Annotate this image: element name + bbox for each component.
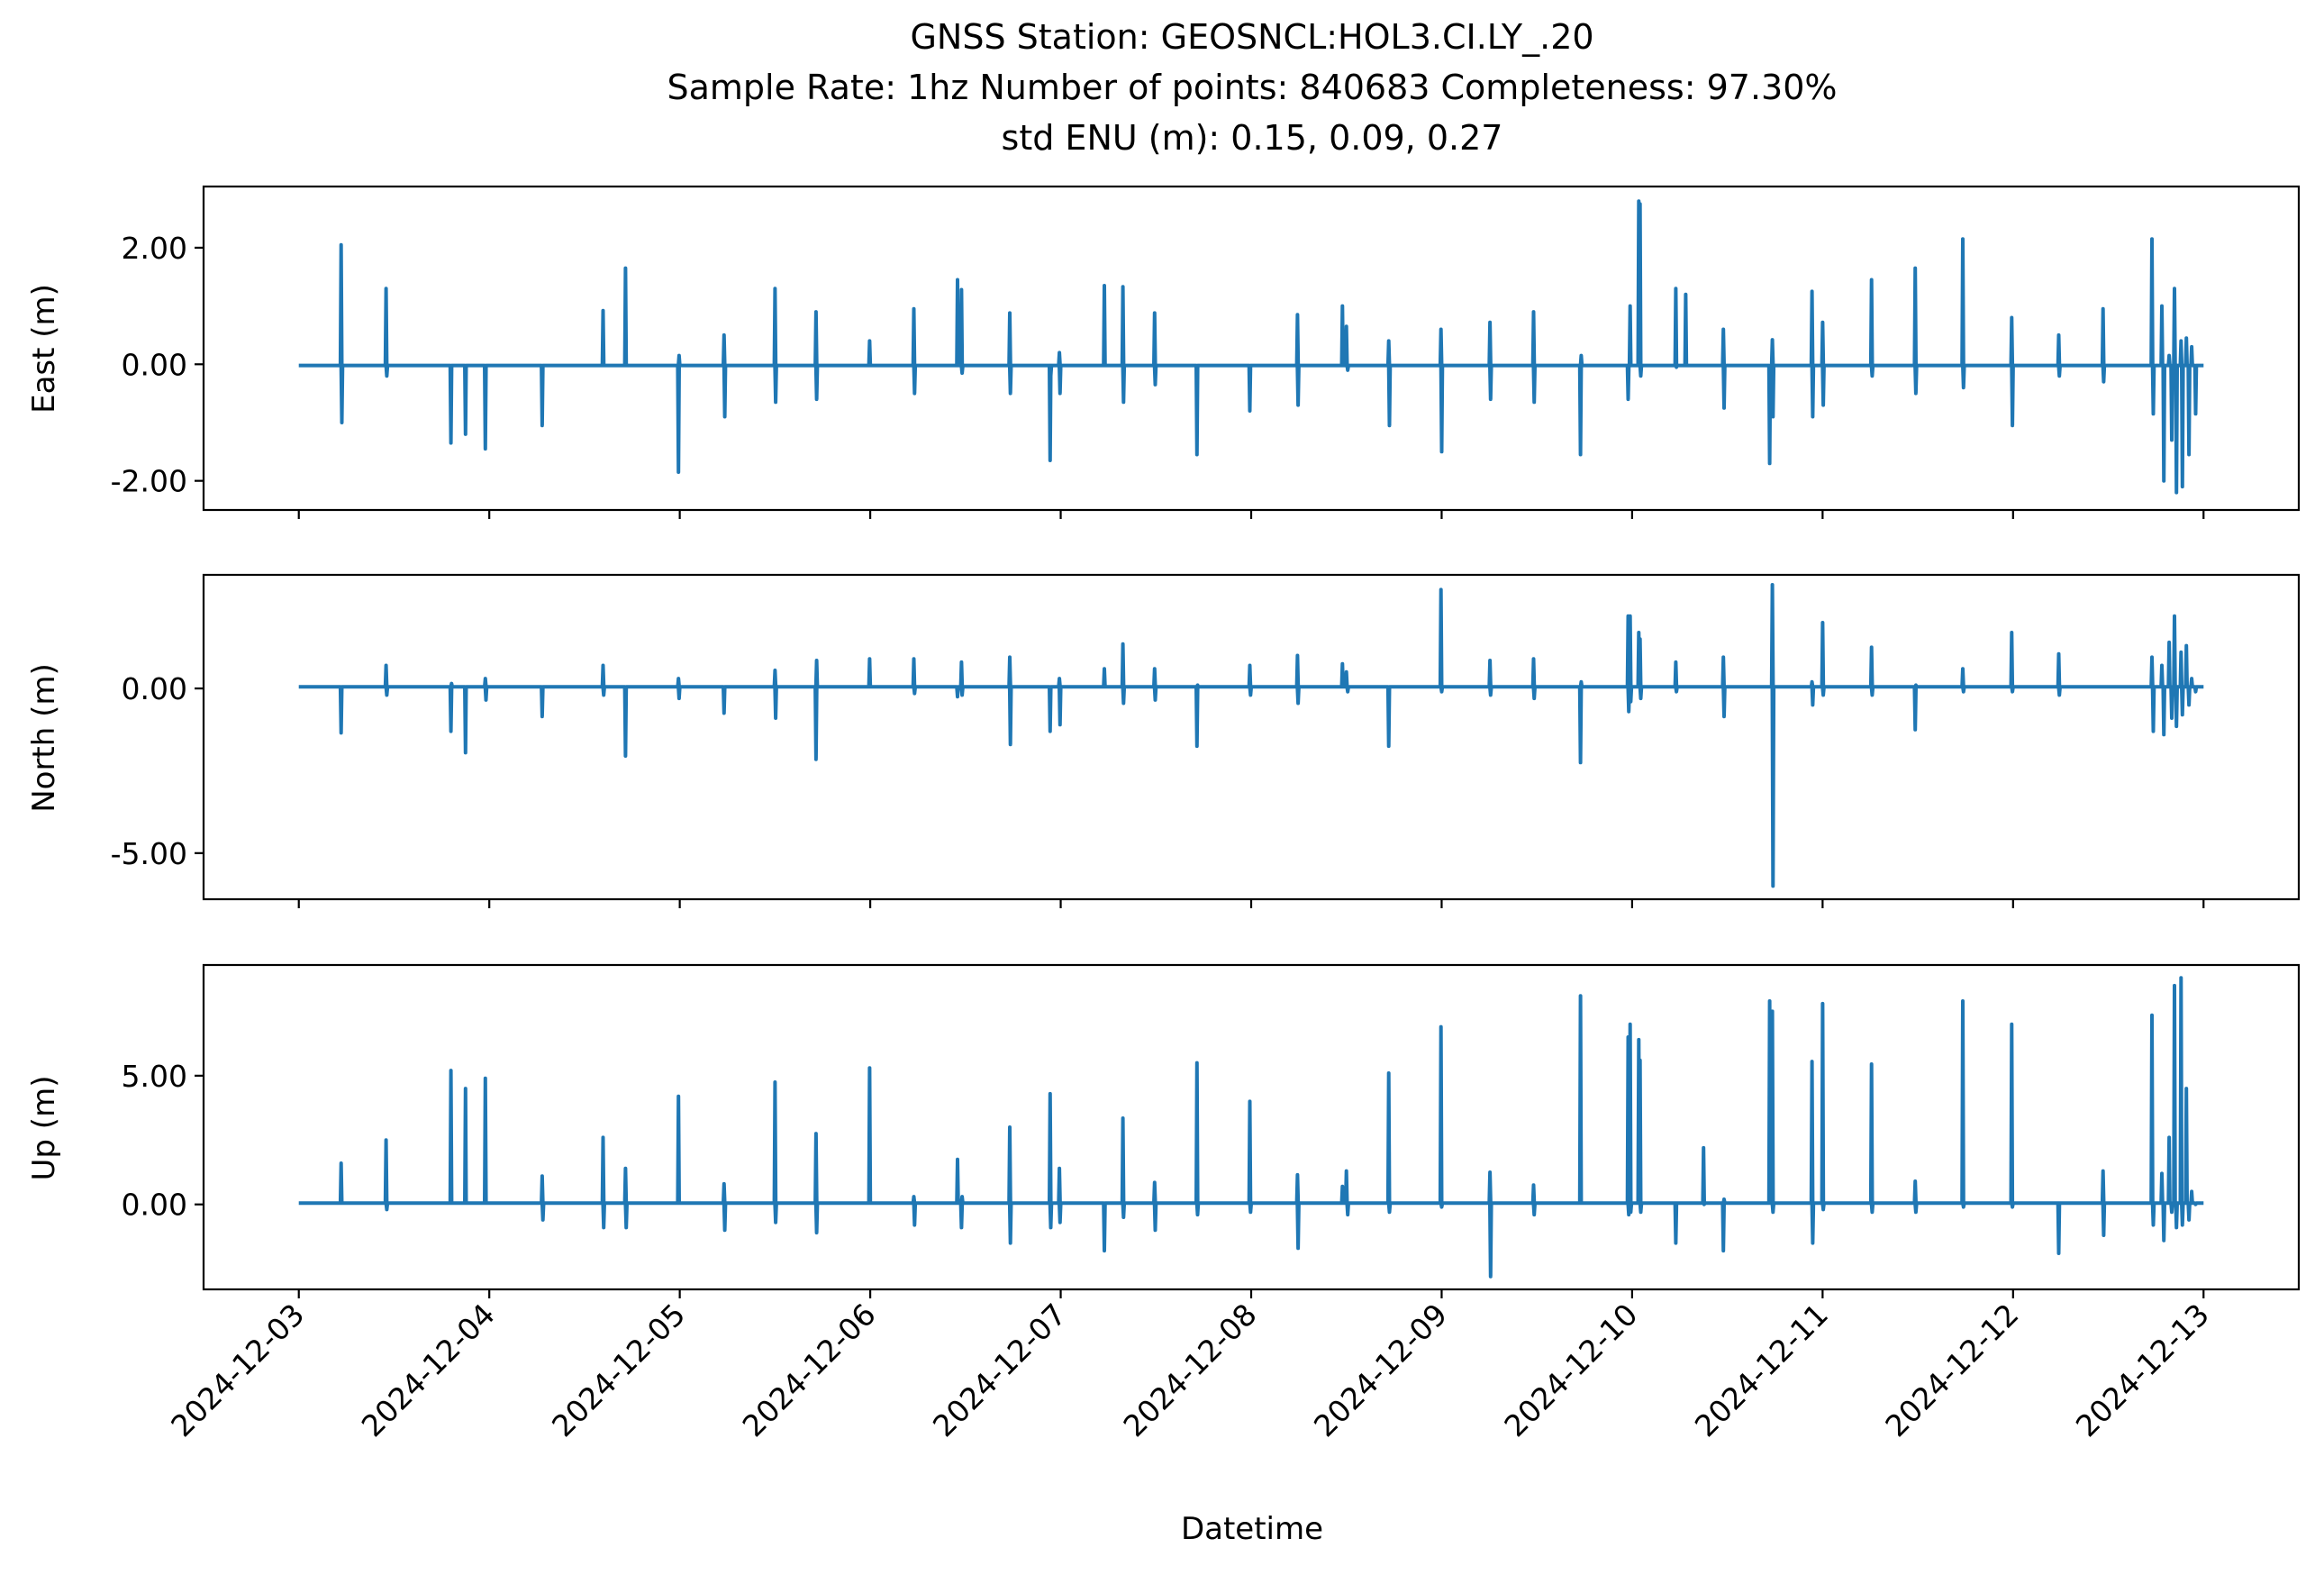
north-panel: North (m) 0.00 -5.00	[26, 573, 2301, 908]
east-panel: East (m) 2.00 0.00 -2.00	[26, 185, 2301, 519]
east-ytick-label: -2.00	[111, 464, 187, 499]
up-series-line	[298, 976, 2204, 1279]
north-ytick-label: 0.00	[122, 671, 187, 706]
up-ytick-label: 5.00	[122, 1059, 187, 1094]
up-axes-frame	[202, 963, 2301, 1291]
chart-title-line-3: std ENU (m): 0.15, 0.09, 0.27	[1002, 118, 1503, 158]
up-ylabel: Up (m)	[26, 1076, 62, 1181]
north-ylabel: North (m)	[26, 663, 62, 813]
east-ytick-label: 2.00	[122, 231, 187, 266]
north-axes-frame	[202, 573, 2301, 901]
east-series-line	[298, 199, 2204, 495]
north-series-line	[298, 583, 2204, 888]
north-ytick-label: -5.00	[111, 836, 187, 871]
up-ytick-label: 0.00	[122, 1188, 187, 1223]
chart-title-line-2: Sample Rate: 1hz Number of points: 84068…	[667, 68, 1838, 107]
up-panel: Up (m) 5.00 0.00	[26, 963, 2301, 1298]
chart-title-line-1: GNSS Station: GEOSNCL:HOL3.CI.LY_.20	[910, 17, 1593, 57]
east-ylabel: East (m)	[26, 284, 62, 414]
east-axes-frame	[202, 185, 2301, 512]
east-ytick-label: 0.00	[122, 347, 187, 382]
x-axis-label: Datetime	[1181, 1511, 1323, 1547]
